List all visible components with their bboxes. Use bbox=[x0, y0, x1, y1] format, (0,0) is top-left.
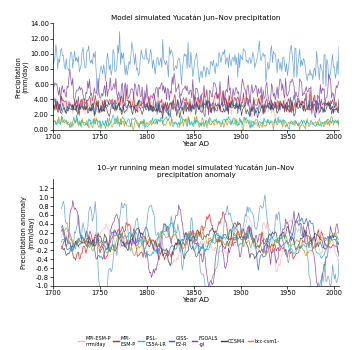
X-axis label: Year AD: Year AD bbox=[183, 141, 209, 147]
Y-axis label: Precipitation
(mm/day): Precipitation (mm/day) bbox=[15, 56, 29, 98]
Title: Model simulated Yucatán Jun–Nov precipitation: Model simulated Yucatán Jun–Nov precipit… bbox=[111, 15, 281, 21]
X-axis label: Year AD: Year AD bbox=[183, 298, 209, 303]
Legend: MPI-ESM-P
mm/day, MPI-
ESM-P, IPSL-
CS5A-LR, GISS-
E2-R, FGOALS
-gl, CCSM4, bcc-: MPI-ESM-P mm/day, MPI- ESM-P, IPSL- CS5A… bbox=[77, 335, 281, 348]
Title: 10–yr running mean model simulated Yucatán Jun–Nov
precipitation anomaly: 10–yr running mean model simulated Yucat… bbox=[97, 164, 295, 177]
Y-axis label: Precipitation anomaly
(mm/day): Precipitation anomaly (mm/day) bbox=[21, 196, 34, 269]
